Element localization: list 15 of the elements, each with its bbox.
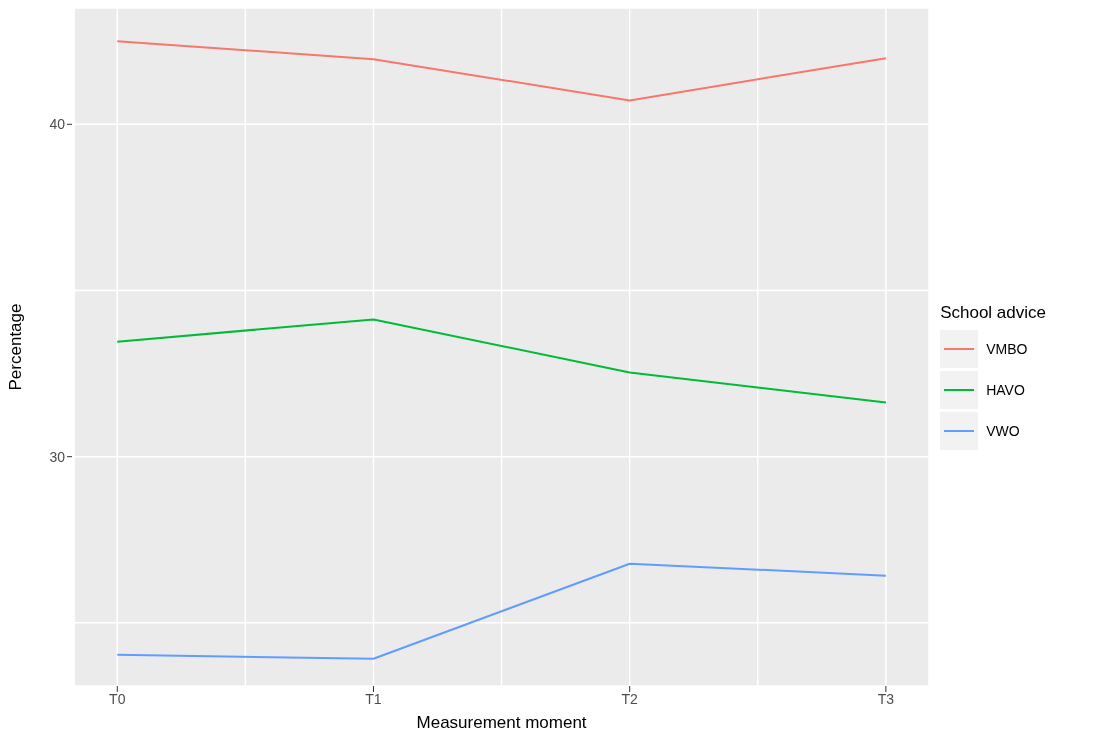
x-tick-label: T2 <box>621 690 639 707</box>
y-tick-label: 30 <box>49 448 66 465</box>
x-tick-label: T0 <box>109 690 126 707</box>
legend-label: HAVO <box>986 382 1025 398</box>
x-axis-title: Measurement moment <box>416 713 587 733</box>
legend-label: VWO <box>986 423 1020 439</box>
line-series <box>116 318 887 404</box>
x-tick-label: T3 <box>877 690 895 707</box>
y-tick-label: 40 <box>49 116 66 133</box>
legend-title: School advice <box>940 302 1046 323</box>
line-series <box>116 40 887 102</box>
legend-label: VMBO <box>986 341 1028 357</box>
y-axis-title: Percentage <box>6 303 26 391</box>
line-series <box>116 562 887 660</box>
x-tick-label: T1 <box>365 690 382 707</box>
